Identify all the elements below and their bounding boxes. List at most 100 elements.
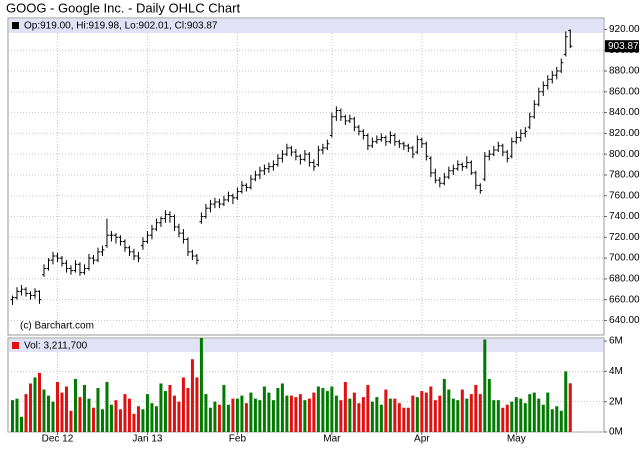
chart-title: GOOG - Google Inc. - Daily OHLC Chart [6,0,240,15]
volume-bar [42,389,46,432]
volume-bar [172,395,176,432]
volume-bar [258,400,262,432]
volume-bar [249,392,253,432]
price-info: Op:919.00, Hi:919.98, Lo:902.01, Cl:903.… [24,21,218,32]
volume-bar [510,401,514,432]
volume-bar [271,400,275,432]
volume-bar [550,409,554,432]
source: (c) Barchart.com [20,321,94,332]
volume-bar [145,394,149,432]
header-icon [12,22,19,29]
volume-bar [190,359,194,432]
x-tick-label: Feb [229,434,247,445]
volume-bar [415,397,419,432]
volume-bar [298,394,302,432]
y-tick-label: 920.00 [609,24,640,35]
volume-bar [487,378,491,432]
volume-bar [204,394,208,432]
volume-bar [177,401,181,432]
volume-bar [366,385,370,432]
volume-bar [420,391,424,432]
volume-bar [303,400,307,432]
volume-bar [141,409,145,432]
volume-bar [289,395,293,432]
y-tick-label: 860.00 [609,86,640,97]
volume-bar [357,403,361,432]
volume-bar [159,383,163,432]
last-price-label: 903.87 [608,41,639,52]
volume-bar [51,401,55,432]
volume-bar [312,392,316,432]
volume-bar [213,401,217,432]
header-icon [12,342,19,349]
volume-bar [267,392,271,432]
volume-bar [82,385,86,432]
x-tick-label: Mar [323,434,341,445]
volume-bar [559,410,563,432]
volume-bar [393,398,397,432]
volume-bar [424,392,428,432]
volume-bar [429,386,433,432]
volume-title: Vol: 3,211,700 [24,341,88,352]
volume-bar [343,381,347,432]
volume-bar [321,388,325,432]
volume-bar [474,385,478,432]
volume-bar [537,398,541,432]
volume-bar [37,372,41,432]
volume-bar [123,394,127,432]
volume-bar [280,383,284,432]
volume-bar [325,391,329,432]
volume-bar [253,398,257,432]
volume-bar [132,413,136,432]
volume-bar [514,397,518,432]
volume-bar [555,406,559,432]
volume-bar [100,409,104,432]
volume-bar [528,394,532,432]
volume-bar [91,407,95,432]
volume-bar [154,406,158,432]
x-tick-label: May [507,434,526,445]
volume-bar [10,400,14,432]
volume-bar [465,398,469,432]
volume-bar [316,386,320,432]
volume-bar [15,398,19,432]
volume-bar [136,406,140,432]
volume-bar [433,400,437,432]
volume-bar [541,404,545,432]
volume-bar [438,395,442,432]
volume-bar [127,398,131,432]
volume-bar [186,388,190,432]
volume-bar [501,407,505,432]
volume-bar [69,410,73,432]
volume-bar [397,403,401,432]
volume-bar [28,383,32,432]
volume-bar [163,391,167,432]
volume-bar [352,392,356,432]
volume-bar [447,389,451,432]
volume-bar [118,409,122,432]
volume-bar [235,398,239,432]
volume-bar [105,381,109,432]
volume-bar [442,378,446,432]
volume-bar [505,404,509,432]
volume-bar [523,403,527,432]
y-tick-label: 760.00 [609,190,640,201]
volume-bar [330,386,334,432]
volume-bar [244,403,248,432]
volume-bar [73,378,77,432]
y-tick-label: 820.00 [609,128,640,139]
price-header [9,19,603,33]
volume-bar [262,386,266,432]
volume-bar [168,385,172,432]
x-tick-label: Dec 12 [42,434,74,445]
volume-bar [87,398,91,432]
y-tick-label: 0M [609,427,623,438]
volume-bar [469,394,473,432]
volume-bar [24,394,28,432]
volume-bar [217,404,221,432]
volume-header [9,339,603,352]
volume-bar [46,395,50,432]
y-tick-label: 740.00 [609,211,640,222]
volume-bar [150,403,154,432]
